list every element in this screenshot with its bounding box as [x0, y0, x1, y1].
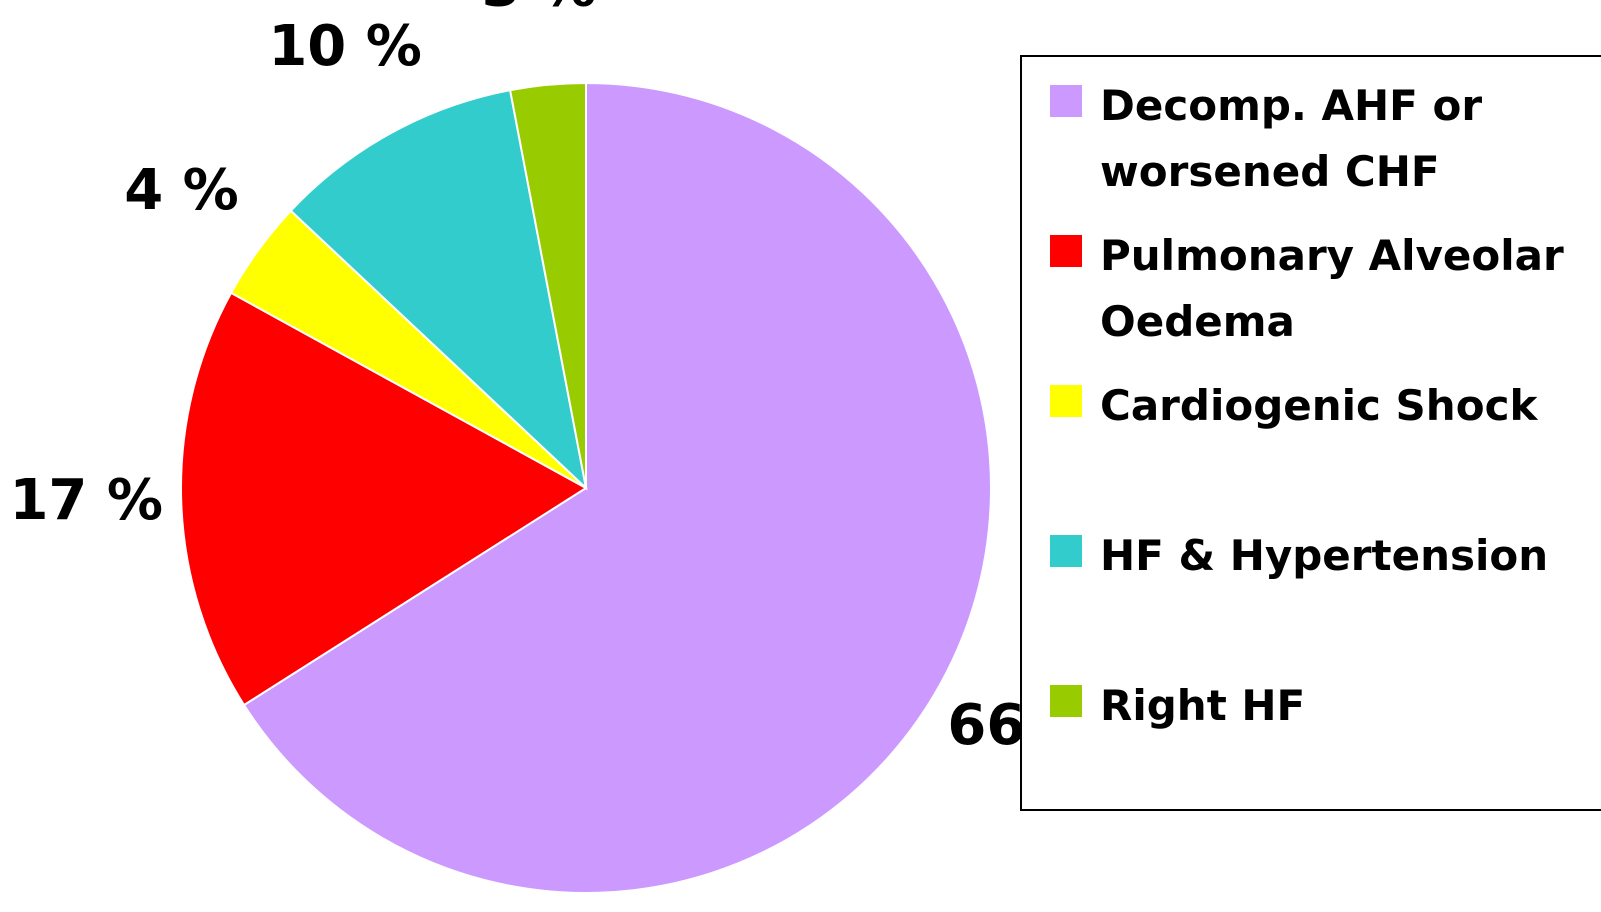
legend-swatch	[1050, 685, 1082, 717]
legend-label: Right HF	[1100, 681, 1306, 730]
legend-label: Decomp. AHF or worsened CHF	[1100, 81, 1483, 196]
legend-swatch	[1050, 385, 1082, 417]
pie-slice	[242, 81, 992, 894]
legend-item: Cardiogenic Shock	[1050, 373, 1590, 439]
pie-slice	[508, 81, 587, 489]
legend-label: HF & Hypertension	[1100, 531, 1549, 580]
data-label: 17 %	[9, 468, 163, 533]
legend-swatch	[1050, 535, 1082, 567]
legend-item: Pulmonary Alveolar Oedema	[1050, 223, 1590, 355]
pie-slice	[180, 291, 588, 707]
data-label: 3 %	[482, 0, 597, 19]
data-label: 4 %	[124, 158, 239, 223]
legend: Decomp. AHF or worsened CHF Pulmonary Alv…	[1020, 55, 1601, 811]
legend-label: Pulmonary Alveolar Oedema	[1100, 231, 1564, 346]
legend-label: Cardiogenic Shock	[1100, 381, 1538, 430]
pie-slice	[289, 89, 588, 491]
legend-item: Right HF	[1050, 673, 1590, 739]
legend-item: Decomp. AHF or worsened CHF	[1050, 73, 1590, 205]
legend-item: HF & Hypertension	[1050, 523, 1590, 589]
data-label: 10 %	[268, 14, 422, 79]
legend-swatch	[1050, 235, 1082, 267]
legend-swatch	[1050, 85, 1082, 117]
